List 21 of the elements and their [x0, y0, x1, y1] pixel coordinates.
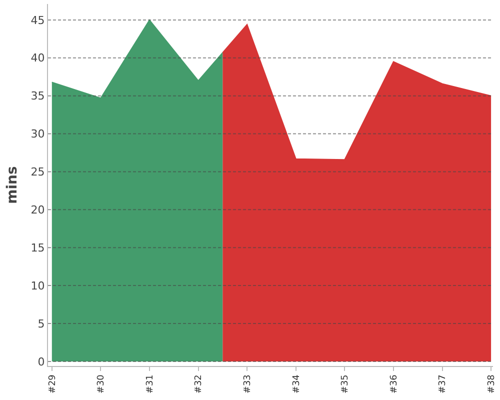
y-axis-title: mins: [4, 166, 20, 204]
x-tick-label: #38: [486, 374, 497, 394]
x-tick-label: #34: [292, 374, 302, 394]
y-tick-label: 0: [38, 355, 45, 368]
x-tick-label: #36: [389, 374, 400, 394]
x-tick-label: #32: [194, 374, 204, 394]
x-tick-label: #35: [340, 374, 351, 394]
y-tick-label: 35: [30, 90, 45, 103]
y-tick-label: 45: [30, 14, 45, 27]
x-tick-label: #37: [438, 374, 448, 394]
y-tick-label: 15: [30, 241, 45, 254]
x-tick-label: #29: [48, 374, 58, 394]
y-tick-label: 40: [30, 52, 45, 65]
x-tick-label: #30: [96, 374, 107, 394]
y-tick-label: 20: [30, 204, 45, 217]
x-tick-label: #33: [243, 374, 254, 394]
y-tick-label: 30: [30, 128, 45, 141]
y-tick-label: 25: [30, 166, 45, 179]
y-tick-label: 5: [38, 317, 45, 330]
y-tick-label: 10: [30, 279, 45, 292]
x-tick-label: #31: [145, 374, 156, 394]
